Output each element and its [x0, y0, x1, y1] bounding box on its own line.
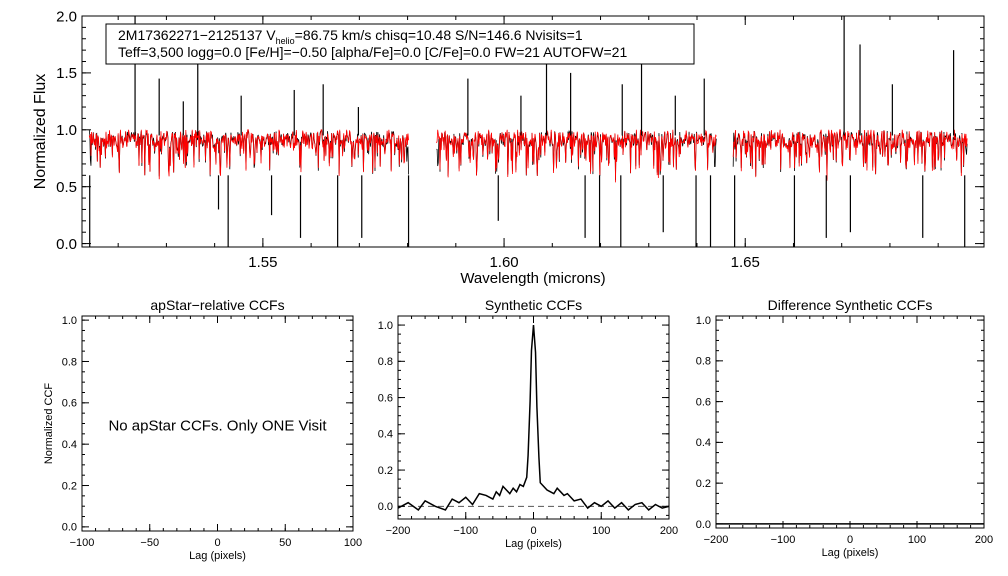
axes-frame: [715, 315, 985, 529]
x-tick-label: 1.55: [248, 254, 277, 271]
annotation-star-id: 2M17362271−2125137 V: [118, 27, 276, 43]
chart-title: apStar−relative CCFs: [150, 297, 284, 313]
annotation-line-1: 2M17362271−2125137 Vhelio=86.75 km/s chi…: [118, 27, 583, 46]
x-tick-label: 0: [847, 534, 853, 546]
y-axis-label: Normalized Flux: [32, 74, 49, 190]
plot-area: [88, 16, 968, 247]
panel-ccf-synthetic: −200 −100 0 100 200 0.0 0.2 0.4 0.6 0.8 1.0 Synthet…: [378, 297, 678, 550]
y-tick-label: 0.8: [378, 356, 393, 368]
x-tick-label: 1.65: [731, 254, 760, 271]
y-tick-label: 0.0: [56, 236, 77, 253]
y-tick-label: 0.4: [696, 437, 711, 449]
y-tick-label: 0.0: [62, 522, 77, 534]
no-ccf-message: No apStar CCFs. Only ONE Visit: [108, 418, 327, 435]
y-tick-label: 0.8: [696, 356, 711, 368]
annotation-line-2: Teff=3,500 logg=0.0 [Fe/H]=−0.50 [alpha/…: [118, 44, 627, 60]
y-tick-label: 0.6: [62, 398, 77, 410]
x-axis-label: Wavelength (microns): [460, 270, 605, 287]
x-tick-label: 200: [660, 525, 678, 537]
x-tick-label: −100: [771, 534, 796, 546]
y-tick-label: 2.0: [56, 8, 77, 25]
y-tick-label: 0.2: [696, 478, 711, 490]
x-tick-label: −100: [453, 525, 478, 537]
x-tick-label: −200: [704, 534, 729, 546]
y-tick-label: 0.4: [62, 439, 77, 451]
x-axis-label: Lag (pixels): [505, 538, 562, 550]
chart-title: Difference Synthetic CCFs: [768, 297, 933, 313]
x-tick-label: 100: [908, 534, 926, 546]
x-tick-label: 200: [975, 534, 993, 546]
y-tick-label: 0.0: [378, 501, 393, 513]
x-tick-label: 100: [344, 537, 362, 549]
x-tick-label: 100: [592, 525, 610, 537]
y-tick-label: 1.5: [56, 65, 77, 82]
y-tick-label: 0.6: [696, 396, 711, 408]
annotation-subscript: helio: [276, 36, 295, 46]
annotation-box: [105, 23, 695, 65]
x-tick-label: 1.60: [489, 254, 518, 271]
panel-ccf-difference: −200 −100 0 100 200 0.0 0.2 0.4 0.6 0.8 1.0 Differe…: [696, 297, 993, 559]
x-tick-label: −100: [70, 537, 95, 549]
y-tick-label: 1.0: [378, 320, 393, 332]
x-tick-label: 0: [530, 525, 536, 537]
annotation-stats: =86.75 km/s chisq=10.48 S/N=146.6 Nvisit…: [295, 27, 583, 43]
y-tick-label: 0.4: [378, 429, 393, 441]
y-tick-label: 0.2: [62, 480, 77, 492]
y-tick-label: 0.5: [56, 179, 77, 196]
x-tick-label: −50: [140, 537, 159, 549]
panel-ccf-apstar: −100 −50 0 50 100 0.0 0.2 0.4 0.6 0.8 1.0 apStar−re…: [43, 297, 362, 562]
y-tick-label: 1.0: [56, 122, 77, 139]
x-axis-label: Lag (pixels): [822, 547, 879, 559]
y-tick-label: 0.8: [62, 356, 77, 368]
series-model-chip-3: [732, 129, 968, 181]
x-tick-label: −200: [386, 525, 411, 537]
series-line-1: [398, 325, 669, 511]
axes-frame: [81, 15, 985, 248]
y-tick-label: 1.0: [62, 315, 77, 327]
plot-area: [398, 325, 669, 511]
panel-spectrum: 1.55 1.60 1.65 0.0 0.5 1.0 1.5 2.0 Wavelength (m…: [32, 8, 985, 287]
axes-frame: [397, 315, 670, 520]
chart-title: Synthetic CCFs: [485, 297, 582, 313]
series-model-chip-2: [436, 129, 717, 183]
series-model-chip-1: [88, 129, 409, 180]
y-axis-label: Normalized CCF: [43, 383, 55, 465]
y-tick-label: 1.0: [696, 315, 711, 327]
x-tick-label: 50: [279, 537, 291, 549]
x-tick-label: 0: [214, 537, 220, 549]
y-tick-label: 0.2: [378, 465, 393, 477]
y-tick-label: 0.6: [378, 392, 393, 404]
y-tick-label: 0.0: [696, 519, 711, 531]
x-axis-label: Lag (pixels): [189, 550, 246, 562]
